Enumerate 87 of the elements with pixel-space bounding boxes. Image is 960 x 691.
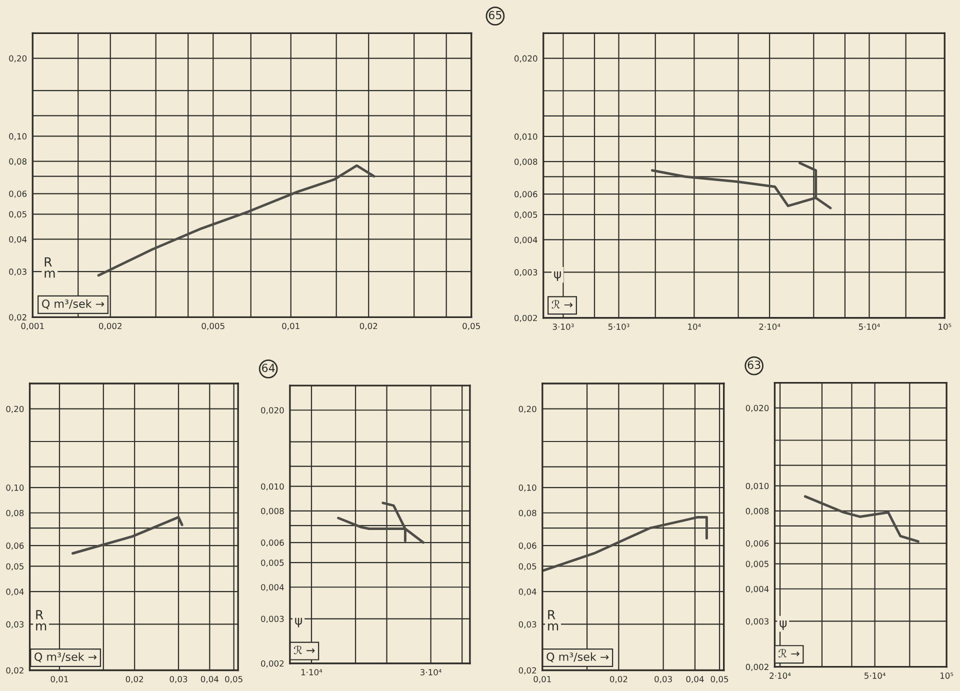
y-tick-label: 0,010 <box>514 133 538 141</box>
text: 63 <box>748 360 760 369</box>
y-axis-title: R m <box>44 257 55 278</box>
x-tick-label: 2·10⁴ <box>770 672 791 679</box>
y-tick-label: 0,006 <box>746 540 769 548</box>
y-tick-label: 0,20 <box>9 55 27 62</box>
y-tick-label: 0,020 <box>514 55 538 62</box>
y-tick-label: 0,06 <box>6 542 24 550</box>
y-tick-label: 0,20 <box>6 406 24 413</box>
y-tick-label: 0,06 <box>9 190 27 198</box>
y-tick-label: 0,003 <box>261 616 284 623</box>
y-tick-label: 0,003 <box>746 618 768 626</box>
x-tick-label: 3·10⁴ <box>420 669 442 676</box>
x-tick-label: 0,001 <box>21 322 44 330</box>
y-tick-label: 0,10 <box>9 133 27 140</box>
y-tick-label: 0,03 <box>9 268 26 276</box>
y-axis-title: R m <box>36 610 46 630</box>
y-tick-label: 0,04 <box>9 236 27 244</box>
x-tick-label: 5·10⁴ <box>864 672 886 679</box>
x-tick-label: 10⁵ <box>940 672 954 679</box>
y-tick-label: 0,10 <box>518 484 536 492</box>
text: 64 <box>262 364 275 372</box>
y-tick-label: 0,006 <box>261 540 284 547</box>
x-tick-label: 5·10³ <box>608 324 630 330</box>
y-tick-label: 0,010 <box>261 483 284 490</box>
x-tick-label: 1·10⁴ <box>301 669 322 676</box>
y-tick-label: 0,020 <box>746 404 769 412</box>
x-tick-label: 0,02 <box>610 676 628 684</box>
y-tick-label: 0,006 <box>514 191 538 198</box>
x-tick-label: 0,02 <box>360 322 378 330</box>
y-tick-label: 0,08 <box>9 158 27 166</box>
x-axis-title: Q m³/sek → <box>34 652 97 662</box>
x-tick-label: 10⁴ <box>688 324 701 330</box>
y-tick-label: 0,005 <box>261 560 284 567</box>
y-tick-label: 0,020 <box>261 407 284 414</box>
y-tick-label: 0,03 <box>6 621 24 628</box>
text: 65 <box>488 10 502 20</box>
y-tick-label: 0,03 <box>518 621 536 628</box>
x-tick-label: 0,01 <box>534 676 551 684</box>
y-tick-label: 0,003 <box>514 269 538 276</box>
y-tick-label: 0,010 <box>746 482 769 490</box>
x-tick-label: 0,05 <box>225 676 242 684</box>
y-tick-label: 0,004 <box>514 236 538 244</box>
y-axis-title: ψ <box>554 271 561 281</box>
y-tick-label: 0,05 <box>6 563 24 570</box>
x-tick-label: 5·10⁴ <box>858 324 880 330</box>
y-tick-label: 0,005 <box>746 560 768 568</box>
y-tick-label: 0,20 <box>518 406 536 413</box>
x-tick-label: 0,03 <box>170 676 188 684</box>
x-tick-label: 3·10³ <box>552 324 574 330</box>
y-tick-label: 0,08 <box>6 510 24 518</box>
y-tick-label: 0,04 <box>518 588 536 596</box>
x-axis-title: ℛ → <box>552 300 573 309</box>
x-tick-label: 0,002 <box>98 322 122 330</box>
x-axis-title: ℛ → <box>778 648 800 658</box>
y-axis-title: ψ <box>295 618 302 628</box>
x-tick-label: 0,05 <box>462 322 480 330</box>
x-tick-label: 0,01 <box>282 322 300 330</box>
x-tick-label: 0,01 <box>50 676 68 684</box>
x-tick-label: 0,04 <box>200 676 218 684</box>
y-tick-label: 0,02 <box>9 314 26 322</box>
x-tick-label: 0,05 <box>710 676 728 684</box>
y-tick-label: 0,04 <box>6 588 24 596</box>
x-tick-label: 0,03 <box>654 676 672 684</box>
y-tick-label: 0,002 <box>514 314 537 322</box>
y-tick-label: 0,05 <box>518 563 536 570</box>
y-axis-title: R m <box>548 610 558 630</box>
y-tick-label: 0,008 <box>514 158 538 166</box>
y-tick-label: 0,08 <box>518 510 536 518</box>
x-axis-title: ℛ → <box>294 646 315 654</box>
y-tick-label: 0,10 <box>6 484 24 492</box>
x-axis-title: Q m³/sek → <box>546 652 609 662</box>
x-axis-title: Q m³/sek → <box>42 299 104 310</box>
x-tick-label: 0,005 <box>202 322 224 330</box>
y-tick-label: 0,002 <box>261 660 284 668</box>
y-tick-label: 0,008 <box>746 508 769 516</box>
x-tick-label: 2·10⁴ <box>759 324 780 330</box>
x-tick-label: 10⁵ <box>938 324 952 330</box>
y-tick-label: 0,004 <box>746 586 769 594</box>
y-axis-title: ψ <box>780 620 787 630</box>
x-tick-label: 0,02 <box>126 676 144 684</box>
y-tick-label: 0,005 <box>514 212 538 219</box>
y-tick-label: 0,05 <box>9 211 26 218</box>
x-tick-label: 0,04 <box>686 676 704 684</box>
y-tick-label: 0,06 <box>518 542 536 550</box>
y-tick-label: 0,004 <box>261 584 284 592</box>
y-tick-label: 0,008 <box>261 508 284 516</box>
